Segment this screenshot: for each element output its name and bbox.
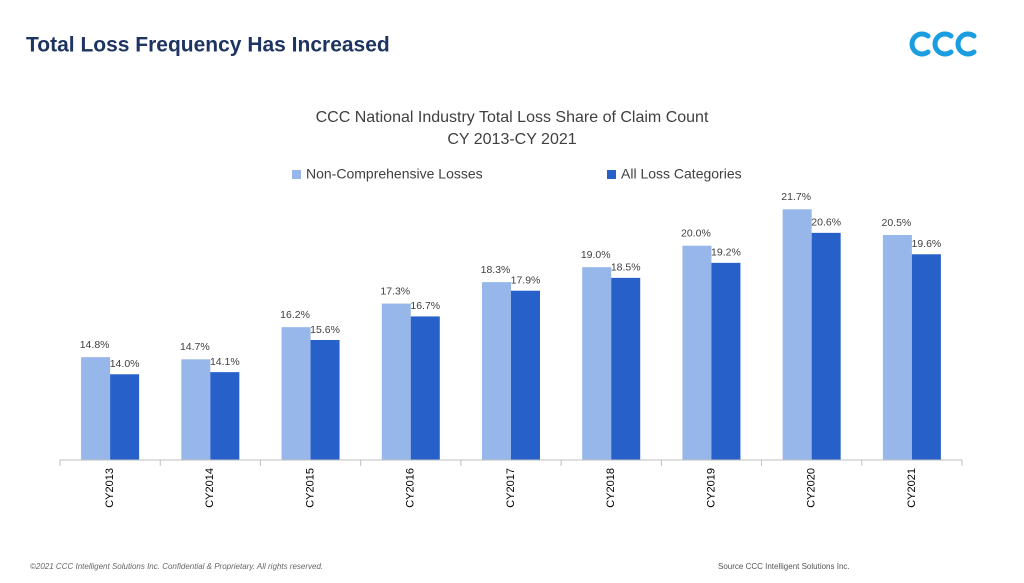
bar [181, 359, 211, 460]
value-label: 14.1% [210, 356, 240, 368]
slide-title: Total Loss Frequency Has Increased [26, 34, 390, 57]
bar [782, 209, 812, 460]
legend-swatch [292, 170, 301, 179]
x-tick-label: CY2019 [705, 468, 717, 508]
chart-subtitle: CY 2013-CY 2021 [447, 131, 576, 148]
bar [381, 303, 411, 460]
bar [81, 357, 111, 460]
footer: ©2021 CCC Intelligent Solutions Inc. Con… [30, 562, 323, 571]
bar [682, 245, 712, 460]
logo-c [932, 31, 954, 57]
value-label: 18.3% [481, 264, 511, 276]
x-tick-label: CY2015 [304, 468, 316, 508]
bar [811, 232, 841, 460]
x-tick-label: CY2013 [104, 468, 116, 508]
x-tick-label: CY2020 [806, 468, 818, 508]
bar [882, 235, 912, 460]
value-label: 19.6% [911, 238, 941, 250]
x-tick-label: CY2021 [906, 468, 918, 508]
legend-label: All Loss Categories [621, 166, 742, 182]
x-tick-label: CY2018 [605, 468, 617, 508]
bar [482, 282, 511, 460]
bar [511, 290, 540, 460]
value-label: 19.0% [581, 249, 611, 261]
value-label: 20.6% [811, 217, 841, 229]
legend-swatch [607, 170, 616, 179]
value-label: 17.3% [380, 285, 410, 297]
bar [582, 267, 612, 460]
x-tick-label: CY2016 [405, 468, 417, 508]
value-label: 20.5% [881, 217, 911, 229]
value-label: 21.7% [781, 191, 811, 203]
bar [110, 374, 140, 460]
bar [281, 327, 311, 460]
logo [909, 31, 977, 57]
value-label: 16.2% [280, 309, 310, 321]
value-label: 18.5% [611, 262, 641, 274]
value-label: 19.2% [711, 247, 741, 259]
bar [711, 262, 741, 460]
value-label: 14.0% [110, 358, 140, 370]
bar [611, 277, 641, 460]
value-label: 15.6% [310, 324, 340, 336]
value-label: 14.7% [180, 341, 210, 353]
logo-c [955, 31, 977, 57]
bar [210, 372, 240, 460]
chart-title: CCC National Industry Total Loss Share o… [316, 109, 709, 126]
bar [911, 254, 941, 460]
value-label: 14.8% [80, 339, 110, 351]
bar [310, 340, 340, 460]
value-label: 16.7% [410, 300, 440, 312]
value-label: 20.0% [681, 227, 711, 239]
legend-label: Non-Comprehensive Losses [306, 166, 483, 182]
x-tick-label: CY2017 [505, 468, 517, 508]
x-tick-label: CY2014 [204, 468, 216, 508]
logo-c [909, 31, 931, 57]
bar [410, 316, 440, 460]
value-label: 17.9% [511, 274, 541, 286]
source: Source CCC Intelligent Solutions Inc. [718, 562, 850, 571]
